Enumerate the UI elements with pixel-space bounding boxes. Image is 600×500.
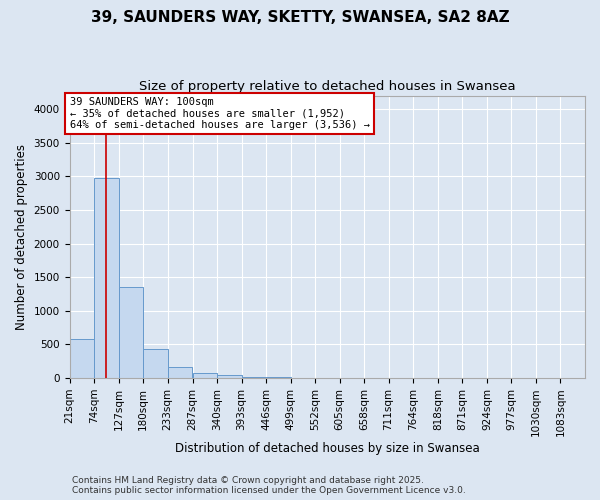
X-axis label: Distribution of detached houses by size in Swansea: Distribution of detached houses by size … <box>175 442 479 455</box>
Text: 39 SAUNDERS WAY: 100sqm
← 35% of detached houses are smaller (1,952)
64% of semi: 39 SAUNDERS WAY: 100sqm ← 35% of detache… <box>70 97 370 130</box>
Bar <box>242 377 266 378</box>
Bar <box>217 374 242 378</box>
Bar <box>70 339 94 378</box>
Bar <box>193 372 217 378</box>
Bar <box>94 178 119 378</box>
Y-axis label: Number of detached properties: Number of detached properties <box>15 144 28 330</box>
Bar <box>143 349 167 378</box>
Text: Contains HM Land Registry data © Crown copyright and database right 2025.
Contai: Contains HM Land Registry data © Crown c… <box>72 476 466 495</box>
Bar <box>119 288 143 378</box>
Text: 39, SAUNDERS WAY, SKETTY, SWANSEA, SA2 8AZ: 39, SAUNDERS WAY, SKETTY, SWANSEA, SA2 8… <box>91 10 509 25</box>
Bar <box>167 368 192 378</box>
Title: Size of property relative to detached houses in Swansea: Size of property relative to detached ho… <box>139 80 515 93</box>
